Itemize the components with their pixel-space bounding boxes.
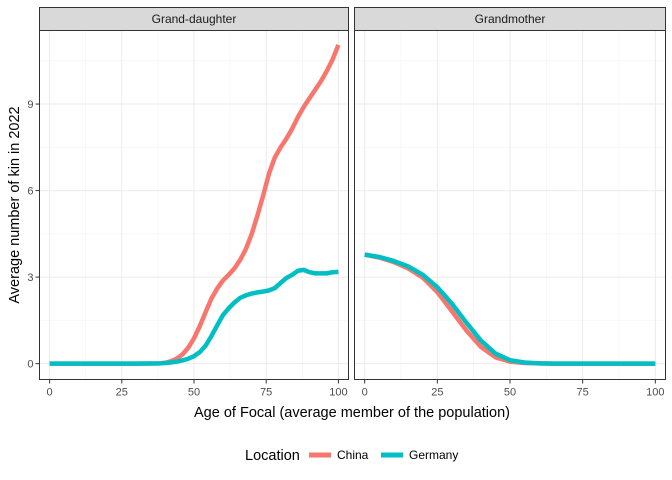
legend-label-germany: Germany — [409, 448, 458, 462]
x-tick-label: 25 — [431, 387, 443, 399]
x-tick-label: 25 — [116, 387, 128, 399]
x-tick-label: 0 — [47, 387, 53, 399]
panel-lines — [49, 44, 341, 366]
y-tick-label: 3 — [27, 272, 33, 284]
legend-label-china: China — [337, 448, 369, 462]
facet-strip-label: Grand-daughter — [152, 12, 237, 26]
x-axis-grandmother: 0 25 50 75 100 — [362, 379, 665, 399]
x-tick-label: 75 — [577, 387, 589, 399]
panel-grid — [354, 30, 666, 380]
x-axis-grand-daughter: 0 25 50 75 100 — [47, 379, 348, 399]
y-tick-label: 9 — [27, 99, 33, 111]
x-tick-label: 50 — [504, 387, 516, 399]
series-line-germany — [364, 252, 656, 366]
facet-strip-label: Grandmother — [475, 12, 546, 26]
x-tick-label: 0 — [362, 387, 368, 399]
x-tick-label: 100 — [646, 387, 664, 399]
x-tick-label: 50 — [188, 387, 200, 399]
facet-grand-daughter: Grand-daughter — [39, 7, 349, 380]
panel-grid — [39, 30, 349, 380]
x-tick-label: 100 — [329, 387, 347, 399]
series-line-germany — [49, 267, 339, 366]
y-axis-title: Average number of kin in 2022 — [7, 106, 23, 303]
legend-title: Location — [245, 448, 300, 464]
facet-grandmother: Grandmother — [354, 7, 666, 380]
x-axis-title: Age of Focal (average member of the popu… — [194, 405, 510, 421]
y-axis: 0 3 6 9 — [27, 99, 40, 371]
panel-lines — [364, 252, 656, 366]
y-tick-label: 0 — [27, 359, 33, 371]
legend: Location China Germany — [245, 448, 458, 464]
x-tick-label: 75 — [260, 387, 272, 399]
y-tick-label: 6 — [27, 186, 33, 198]
